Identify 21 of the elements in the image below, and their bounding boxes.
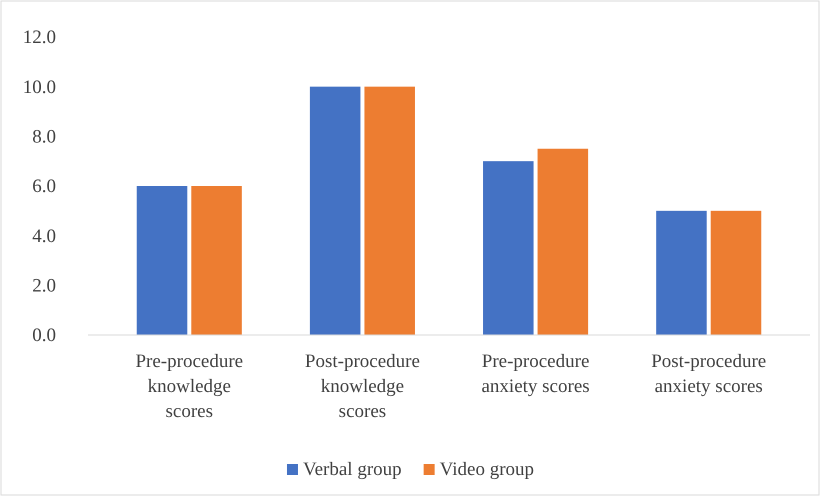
y-tick-label: 12.0 (22, 27, 56, 48)
bar (191, 186, 242, 335)
y-tick-label: 8.0 (32, 126, 56, 148)
legend-label: Verbal group (302, 459, 402, 480)
y-tick-label: 2.0 (32, 275, 56, 296)
y-tick-label: 4.0 (32, 226, 56, 247)
bar (710, 210, 762, 335)
bar (656, 210, 707, 335)
y-tick-label: 10.0 (22, 76, 56, 98)
bar (136, 186, 188, 335)
x-tick-label: Post-procedure anxiety scores (651, 351, 766, 397)
x-tick-label: Post-procedure knowledge scores (304, 351, 420, 422)
bar (538, 148, 588, 335)
x-tick-label: Pre-procedure knowledge scores (135, 351, 244, 422)
x-tick-label: Pre-procedure anxiety scores (481, 351, 590, 397)
bar (364, 86, 415, 335)
bar (483, 161, 534, 335)
y-tick-label: 6.0 (32, 176, 56, 198)
legend-label: Video group (440, 459, 534, 480)
bar (310, 86, 360, 335)
y-tick-label: 0.0 (32, 325, 56, 346)
